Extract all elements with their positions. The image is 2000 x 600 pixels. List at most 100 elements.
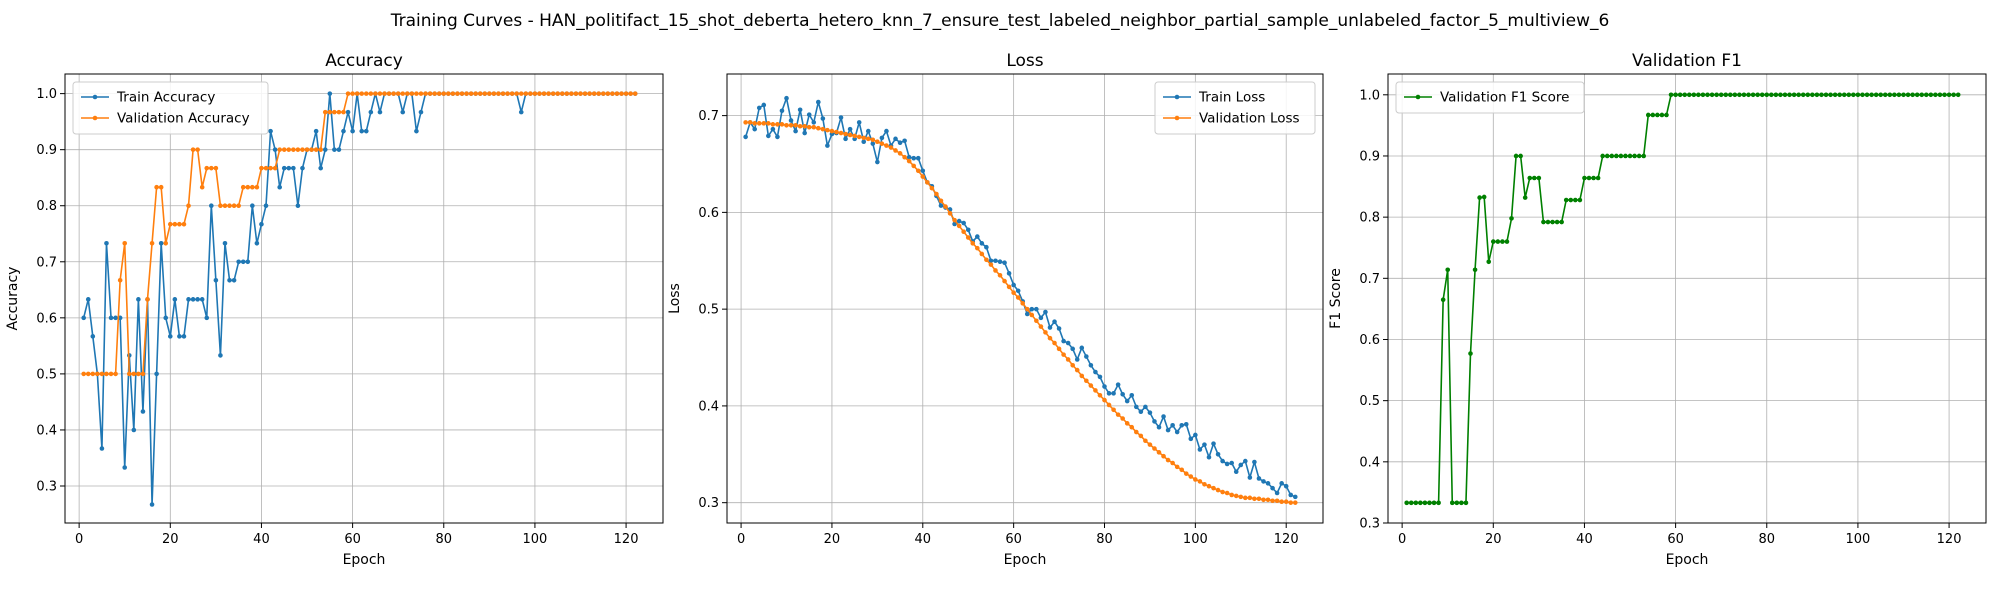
validation-accuracy-point: [322, 109, 328, 115]
train-accuracy-point: [254, 240, 260, 246]
plot-frame: [1387, 73, 1987, 524]
validation-f1-score-point: [1910, 92, 1915, 98]
y-tick-label: 0.6: [36, 311, 57, 326]
legend-marker: [1174, 94, 1180, 100]
validation-loss-point: [1292, 500, 1298, 505]
validation-loss-point: [861, 135, 867, 141]
y-tick-label: 0.7: [1359, 272, 1380, 287]
validation-accuracy-point: [487, 91, 492, 96]
panel-title: Validation F1: [1632, 51, 1742, 71]
validation-f1-score-point: [1901, 92, 1906, 98]
validation-f1-score-point: [1759, 92, 1765, 98]
validation-loss-point: [952, 217, 957, 223]
validation-loss-point: [1124, 421, 1130, 426]
validation-f1-score-point: [1828, 92, 1833, 98]
train-loss-point: [1084, 354, 1089, 359]
validation-loss-point: [1038, 324, 1044, 329]
train-loss-point: [1247, 475, 1253, 480]
validation-accuracy-point: [309, 147, 314, 152]
x-tick-label: 80: [435, 532, 452, 547]
validation-f1-score-point: [1873, 92, 1879, 98]
validation-accuracy-point: [464, 91, 469, 96]
train-loss-point: [1143, 404, 1148, 410]
validation-loss-point: [838, 130, 844, 136]
legend-box: [1395, 81, 1585, 114]
validation-f1-score-point: [1655, 112, 1660, 118]
validation-accuracy-point: [181, 221, 187, 227]
x-tick-label: 40: [1576, 532, 1593, 547]
validation-f1-score-point: [1436, 500, 1441, 506]
validation-loss-point: [915, 168, 921, 174]
validation-f1-score-point: [1946, 92, 1952, 98]
validation-accuracy-point: [318, 147, 323, 152]
y-tick-label: 0.7: [698, 109, 719, 124]
train-accuracy-point: [231, 277, 237, 283]
train-loss-point: [1034, 306, 1039, 312]
validation-f1-score-point: [1750, 92, 1756, 98]
x-tick-label: 0: [1398, 532, 1406, 547]
train-accuracy-point: [104, 240, 109, 246]
validation-f1-score-point: [1773, 92, 1779, 98]
validation-accuracy-point: [382, 91, 387, 96]
train-accuracy-point: [363, 128, 369, 134]
validation-accuracy-point: [591, 91, 597, 96]
validation-loss-point: [843, 131, 848, 137]
validation-loss-point: [766, 121, 771, 126]
validation-loss-point: [938, 198, 944, 204]
validation-loss-point: [1179, 467, 1185, 473]
validation-loss-point: [752, 121, 758, 126]
validation-accuracy-point: [632, 91, 638, 96]
validation-loss-point: [1270, 498, 1275, 504]
legend: Train Accuracy Validation Accuracy: [72, 81, 269, 135]
y-tick-label: 0.3: [1359, 517, 1380, 532]
validation-f1-score-point: [1787, 92, 1792, 98]
train-accuracy-point: [272, 147, 278, 152]
validation-accuracy-point: [546, 91, 551, 96]
validation-f1-panel: 0 20 40 60 80 100 120 0.3 0.4 0.5 0.6 0.7 0.8 0.9 1.0 V…: [1328, 51, 1987, 568]
x-tick-label: 40: [915, 532, 932, 547]
validation-loss-point: [1274, 498, 1280, 504]
train-loss-point: [911, 155, 917, 161]
validation-f1-score-point: [1532, 175, 1537, 181]
validation-f1-score-point: [1645, 112, 1651, 118]
train-loss-point: [893, 136, 898, 142]
train-loss-point: [1270, 485, 1275, 491]
train-accuracy-point: [281, 165, 287, 171]
train-accuracy-point: [518, 109, 524, 115]
train-loss-point: [1211, 441, 1216, 446]
validation-loss-point: [1043, 330, 1048, 335]
validation-accuracy-point: [614, 91, 620, 96]
train-loss-point: [1229, 460, 1234, 466]
figure-suptitle: Training Curves - HAN_politifact_15_shot…: [390, 11, 1610, 31]
legend: Train Loss Validation Loss: [1154, 81, 1316, 135]
validation-loss-point: [1093, 388, 1098, 393]
validation-loss-point: [1102, 397, 1107, 403]
y-axis-label: F1 Score: [1328, 268, 1344, 329]
train-loss-point: [965, 227, 971, 233]
validation-accuracy-point: [564, 91, 570, 96]
train-accuracy-point: [204, 315, 210, 321]
train-loss-point: [1079, 345, 1085, 351]
validation-f1-score-point: [1604, 153, 1610, 159]
validation-accuracy-point: [295, 147, 301, 152]
train-loss-point: [1179, 422, 1185, 428]
x-axis-label: Epoch: [1666, 552, 1709, 568]
train-accuracy-point: [113, 315, 118, 321]
train-loss-point: [902, 138, 907, 144]
validation-loss-point: [1188, 474, 1194, 479]
train-loss-point: [766, 133, 771, 139]
validation-f1-score-point: [1568, 197, 1574, 203]
train-loss-point: [1292, 494, 1298, 500]
validation-loss-point: [1197, 479, 1203, 484]
train-accuracy-point: [377, 109, 383, 115]
validation-f1-score-point: [1933, 92, 1938, 98]
validation-f1-score-point: [1887, 92, 1893, 98]
train-accuracy-point: [186, 297, 191, 302]
validation-accuracy-point: [600, 91, 606, 96]
train-accuracy-point: [163, 315, 169, 321]
validation-accuracy-point: [500, 91, 506, 96]
x-axis-label: Epoch: [343, 552, 386, 568]
validation-accuracy-line: [83, 92, 636, 375]
validation-loss-point: [1047, 335, 1053, 341]
validation-f1-score-point: [1459, 500, 1464, 506]
